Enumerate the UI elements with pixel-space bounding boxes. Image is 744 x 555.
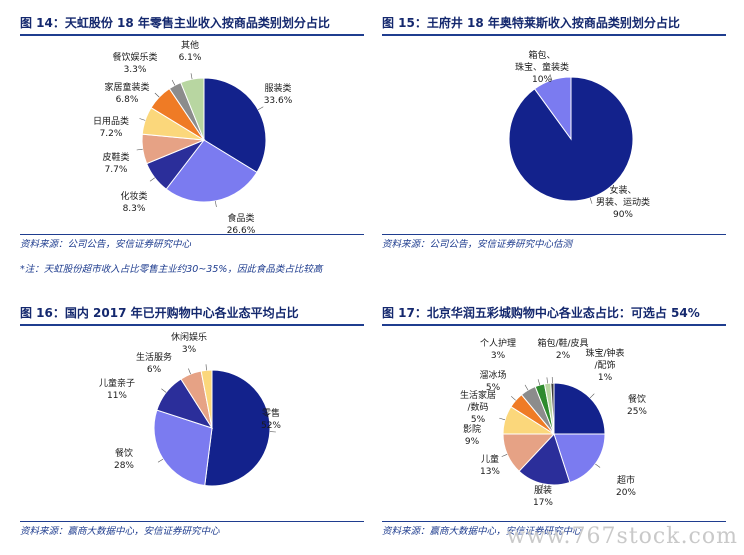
leader-line-3-0: [589, 393, 595, 399]
leader-line-0-5: [154, 92, 160, 98]
leader-line-1-0: [589, 197, 593, 204]
slice-label-3-7: 个人护理 3%: [480, 337, 516, 361]
slice-label-3-6: 溜冰场 5%: [479, 369, 506, 393]
pie-slice-0-7: [180, 77, 205, 141]
panel-fig15: 图 15：王府井 18 年奥特莱斯收入按商品类别划分占比 女装、男装、运动类 90…: [382, 10, 726, 260]
leader-line-2-3: [188, 368, 191, 375]
leader-line-0-7: [190, 73, 193, 80]
leader-line-3-7: [537, 379, 541, 386]
pie-slice-3-0: [553, 382, 606, 435]
panel-fig16: 图 16：国内 2017 年已开购物中心各业态平均占比 零售 52% 餐饮 28% 儿童…: [20, 300, 364, 540]
leader-line-0-0: [257, 106, 264, 110]
leader-line-3-3: [501, 454, 508, 457]
pie-slice-0-0: [203, 77, 267, 174]
slice-label-3-4: 影院 9%: [463, 423, 481, 447]
slice-label-0-2: 化妆类 8.3%: [120, 190, 147, 214]
source-fig14: 资料来源：公司公告，安信证券研究中心: [20, 239, 192, 250]
pie-slice-3-1: [553, 433, 606, 484]
slice-label-1-0: 女装、男装、运动类 90%: [596, 184, 650, 220]
slice-label-2-3: 生活服务 6%: [136, 351, 172, 375]
leader-line-3-1: [595, 463, 601, 468]
pie-chart-fig16: 零售 52% 餐饮 28% 儿童亲子 11%生活服务 6%休闲娱乐 3%: [99, 331, 281, 487]
slice-label-2-4: 休闲娱乐 3%: [171, 331, 207, 355]
pie-slice-2-1: [153, 409, 213, 487]
note-fig14: *注：天虹股份超市收入占比零售主业约30~35%，因此食品类占比较高: [20, 264, 323, 275]
leader-line-2-2: [161, 388, 167, 393]
slice-label-2-1: 餐饮 28%: [114, 447, 134, 471]
chart-title-fig16: 图 16：国内 2017 年已开购物中心各业态平均占比: [20, 300, 364, 326]
leader-line-0-4: [139, 118, 146, 121]
slice-label-0-1: 食品类 26.6%: [227, 212, 256, 236]
pie-slice-3-2: [518, 433, 571, 486]
leader-line-2-4: [205, 364, 207, 371]
slice-label-0-5: 家居童装类 6.8%: [104, 81, 149, 105]
slice-label-0-6: 餐饮娱乐类 3.3%: [112, 51, 157, 75]
pie-chart-fig14: 服装类 33.6% 食品类 26.6% 化妆类 8.3% 皮鞋类 7.7% 日用品类 7.2% 家居…: [93, 39, 293, 236]
slice-label-1-1: 箱包、珠宝、童装类 10%: [515, 49, 569, 85]
leader-line-0-1: [215, 200, 217, 207]
leader-line-3-5: [511, 396, 516, 401]
chart-title-fig15: 图 15：王府井 18 年奥特莱斯收入按商品类别划分占比: [382, 10, 726, 36]
pie-chart-fig17: 餐饮 25% 超市 20% 服装 17% 儿童 13% 影院 9%生活家居/数码 5%溜冰场 5% 个人…: [460, 337, 647, 508]
pie-slice-3-9: [550, 382, 555, 435]
chart-title-fig17: 图 17：北京华润五彩城购物中心各业态占比：可选占 54%: [382, 300, 726, 326]
leader-line-0-3: [136, 148, 143, 151]
source-fig16: 资料来源：赢商大数据中心，安信证券研究中心: [20, 526, 220, 537]
leader-line-3-6: [524, 384, 529, 391]
source-fig17: 资料来源：赢商大数据中心，安信证券研究中心: [382, 526, 582, 537]
leader-line-2-1: [157, 458, 164, 463]
chart-title-fig14: 图 14：天虹股份 18 年零售主业收入按商品类别划分占比: [20, 10, 364, 36]
panel-fig17: 图 17：北京华润五彩城购物中心各业态占比：可选占 54% 餐饮 25% 超市 20%…: [382, 300, 726, 540]
watermark: www.767stock.com: [506, 524, 738, 549]
leader-line-0-6: [171, 79, 176, 86]
pie-slice-0-1: [165, 139, 258, 203]
pie-slice-1-1: [533, 76, 572, 141]
slice-label-3-8: 箱包/鞋/皮具 2%: [537, 337, 588, 361]
slice-label-2-2: 儿童亲子 11%: [99, 377, 135, 401]
slice-label-0-3: 皮鞋类 7.7%: [102, 151, 129, 175]
slice-label-3-5: 生活家居/数码 5%: [460, 389, 496, 425]
leader-line-0-2: [149, 177, 155, 182]
slice-label-3-3: 儿童 13%: [480, 453, 500, 477]
leader-line-1-1: [549, 74, 553, 81]
slice-label-0-7: 其他 6.1%: [179, 39, 202, 63]
slice-label-0-0: 服装类 33.6%: [264, 82, 293, 106]
leader-line-3-8: [546, 377, 548, 384]
leader-line-3-4: [499, 417, 506, 421]
slice-label-3-2: 服装 17%: [533, 484, 553, 508]
pie-chart-fig15: 女装、男装、运动类 90% 箱包、珠宝、童装类 10%: [508, 49, 650, 220]
slice-label-3-9: 珠宝/钟表/配饰 1%: [585, 347, 624, 383]
leader-line-3-2: [541, 483, 544, 490]
panel-fig14: 图 14：天虹股份 18 年零售主业收入按商品类别划分占比 服装类 33.6% 食品…: [20, 10, 364, 280]
source-fig15: 资料来源：公司公告，安信证券研究中心估测: [382, 239, 573, 250]
slice-label-0-4: 日用品类 7.2%: [93, 115, 129, 139]
slice-label-2-0: 零售 52%: [261, 407, 281, 431]
slice-label-3-0: 餐饮 25%: [627, 393, 647, 417]
slice-label-3-1: 超市 20%: [616, 474, 636, 498]
